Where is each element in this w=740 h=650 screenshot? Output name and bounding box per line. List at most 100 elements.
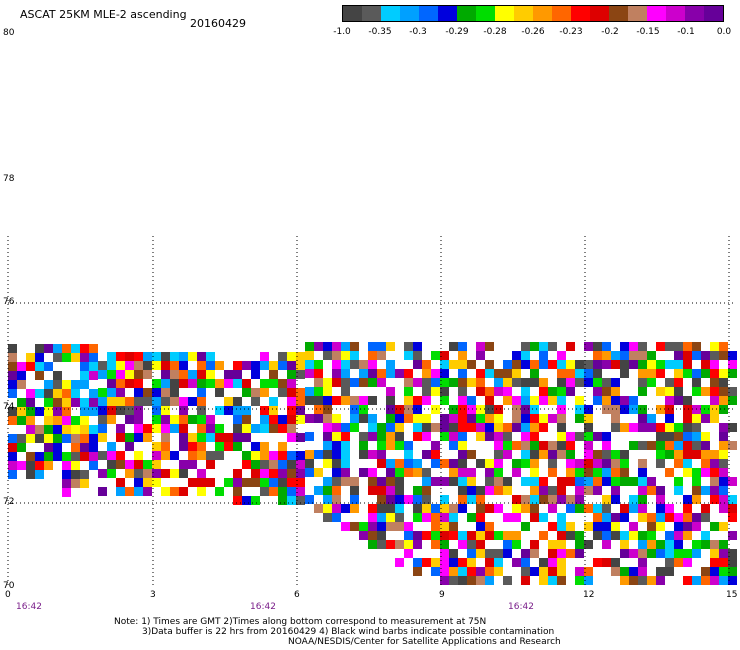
wind-cell bbox=[467, 540, 476, 549]
wind-cell bbox=[566, 468, 575, 477]
wind-cell bbox=[485, 369, 494, 378]
wind-cell bbox=[26, 389, 35, 398]
wind-cell bbox=[692, 477, 701, 486]
wind-cell bbox=[629, 360, 638, 369]
wind-cell bbox=[539, 378, 548, 387]
wind-cell bbox=[440, 360, 449, 369]
wind-cell bbox=[80, 425, 89, 434]
wind-cell bbox=[98, 370, 107, 379]
wind-cell bbox=[53, 416, 62, 425]
wind-cell bbox=[161, 442, 170, 451]
wind-cell bbox=[692, 351, 701, 360]
wind-cell bbox=[611, 441, 620, 450]
wind-cell bbox=[629, 522, 638, 531]
wind-cell bbox=[242, 388, 251, 397]
wind-cell bbox=[413, 468, 422, 477]
wind-cell bbox=[197, 388, 206, 397]
wind-cell bbox=[431, 549, 440, 558]
wind-cell bbox=[413, 450, 422, 459]
wind-cell bbox=[494, 450, 503, 459]
wind-cell bbox=[242, 379, 251, 388]
wind-cell bbox=[485, 360, 494, 369]
wind-cell bbox=[251, 478, 260, 487]
wind-cell bbox=[638, 414, 647, 423]
wind-cell bbox=[350, 441, 359, 450]
wind-cell bbox=[188, 424, 197, 433]
wind-cell bbox=[692, 378, 701, 387]
wind-cell bbox=[494, 441, 503, 450]
wind-cell bbox=[386, 360, 395, 369]
wind-cell bbox=[386, 423, 395, 432]
wind-cell bbox=[71, 353, 80, 362]
wind-cell bbox=[476, 504, 485, 513]
wind-cell bbox=[674, 360, 683, 369]
wind-cell bbox=[692, 450, 701, 459]
colorbar-label: -0.29 bbox=[445, 27, 469, 37]
wind-cell bbox=[647, 486, 656, 495]
wind-cell bbox=[332, 369, 341, 378]
wind-cell bbox=[566, 459, 575, 468]
wind-cell bbox=[449, 468, 458, 477]
wind-cell bbox=[503, 396, 512, 405]
wind-cell bbox=[413, 351, 422, 360]
wind-cell bbox=[413, 459, 422, 468]
wind-cell bbox=[395, 351, 404, 360]
wind-cell bbox=[422, 477, 431, 486]
x-tick-3: 3 bbox=[150, 590, 156, 600]
wind-cell bbox=[467, 342, 476, 351]
wind-cell bbox=[566, 405, 575, 414]
wind-cell bbox=[332, 486, 341, 495]
wind-cell bbox=[80, 353, 89, 362]
wind-cell bbox=[332, 423, 341, 432]
wind-cell bbox=[404, 396, 413, 405]
wind-cell bbox=[440, 477, 449, 486]
wind-cell bbox=[314, 414, 323, 423]
wind-cell bbox=[521, 477, 530, 486]
wind-cell bbox=[674, 468, 683, 477]
wind-cell bbox=[323, 396, 332, 405]
wind-cell bbox=[467, 558, 476, 567]
wind-cell bbox=[107, 460, 116, 469]
wind-cell bbox=[413, 504, 422, 513]
wind-cell bbox=[440, 423, 449, 432]
wind-cell bbox=[548, 468, 557, 477]
wind-cell bbox=[62, 425, 71, 434]
wind-cell bbox=[629, 477, 638, 486]
wind-cell bbox=[368, 531, 377, 540]
wind-cell bbox=[296, 370, 305, 379]
wind-cell bbox=[458, 576, 467, 585]
wind-cell bbox=[278, 406, 287, 415]
wind-cell bbox=[296, 415, 305, 424]
wind-cell bbox=[404, 450, 413, 459]
wind-cell bbox=[287, 379, 296, 388]
wind-cell bbox=[530, 567, 539, 576]
wind-cell bbox=[386, 414, 395, 423]
wind-cell bbox=[215, 379, 224, 388]
wind-cell bbox=[530, 342, 539, 351]
wind-cell bbox=[422, 387, 431, 396]
colorbar-segment bbox=[628, 6, 647, 21]
lat-tick-80: 80 bbox=[3, 28, 15, 38]
wind-cell bbox=[530, 423, 539, 432]
wind-cell bbox=[170, 451, 179, 460]
wind-cell bbox=[323, 432, 332, 441]
wind-cell bbox=[386, 459, 395, 468]
wind-cell bbox=[440, 549, 449, 558]
wind-cell bbox=[116, 469, 125, 478]
wind-cell bbox=[458, 477, 467, 486]
wind-cell bbox=[422, 441, 431, 450]
wind-cell bbox=[116, 451, 125, 460]
wind-cell bbox=[287, 496, 296, 505]
wind-cell bbox=[458, 450, 467, 459]
wind-cell bbox=[89, 398, 98, 407]
wind-cell bbox=[494, 432, 503, 441]
wind-cell bbox=[620, 396, 629, 405]
wind-cell bbox=[251, 370, 260, 379]
wind-cell bbox=[449, 459, 458, 468]
wind-cell bbox=[683, 468, 692, 477]
wind-cell bbox=[458, 378, 467, 387]
wind-cell bbox=[116, 478, 125, 487]
wind-cell bbox=[548, 540, 557, 549]
wind-cell bbox=[611, 423, 620, 432]
wind-cell bbox=[539, 450, 548, 459]
